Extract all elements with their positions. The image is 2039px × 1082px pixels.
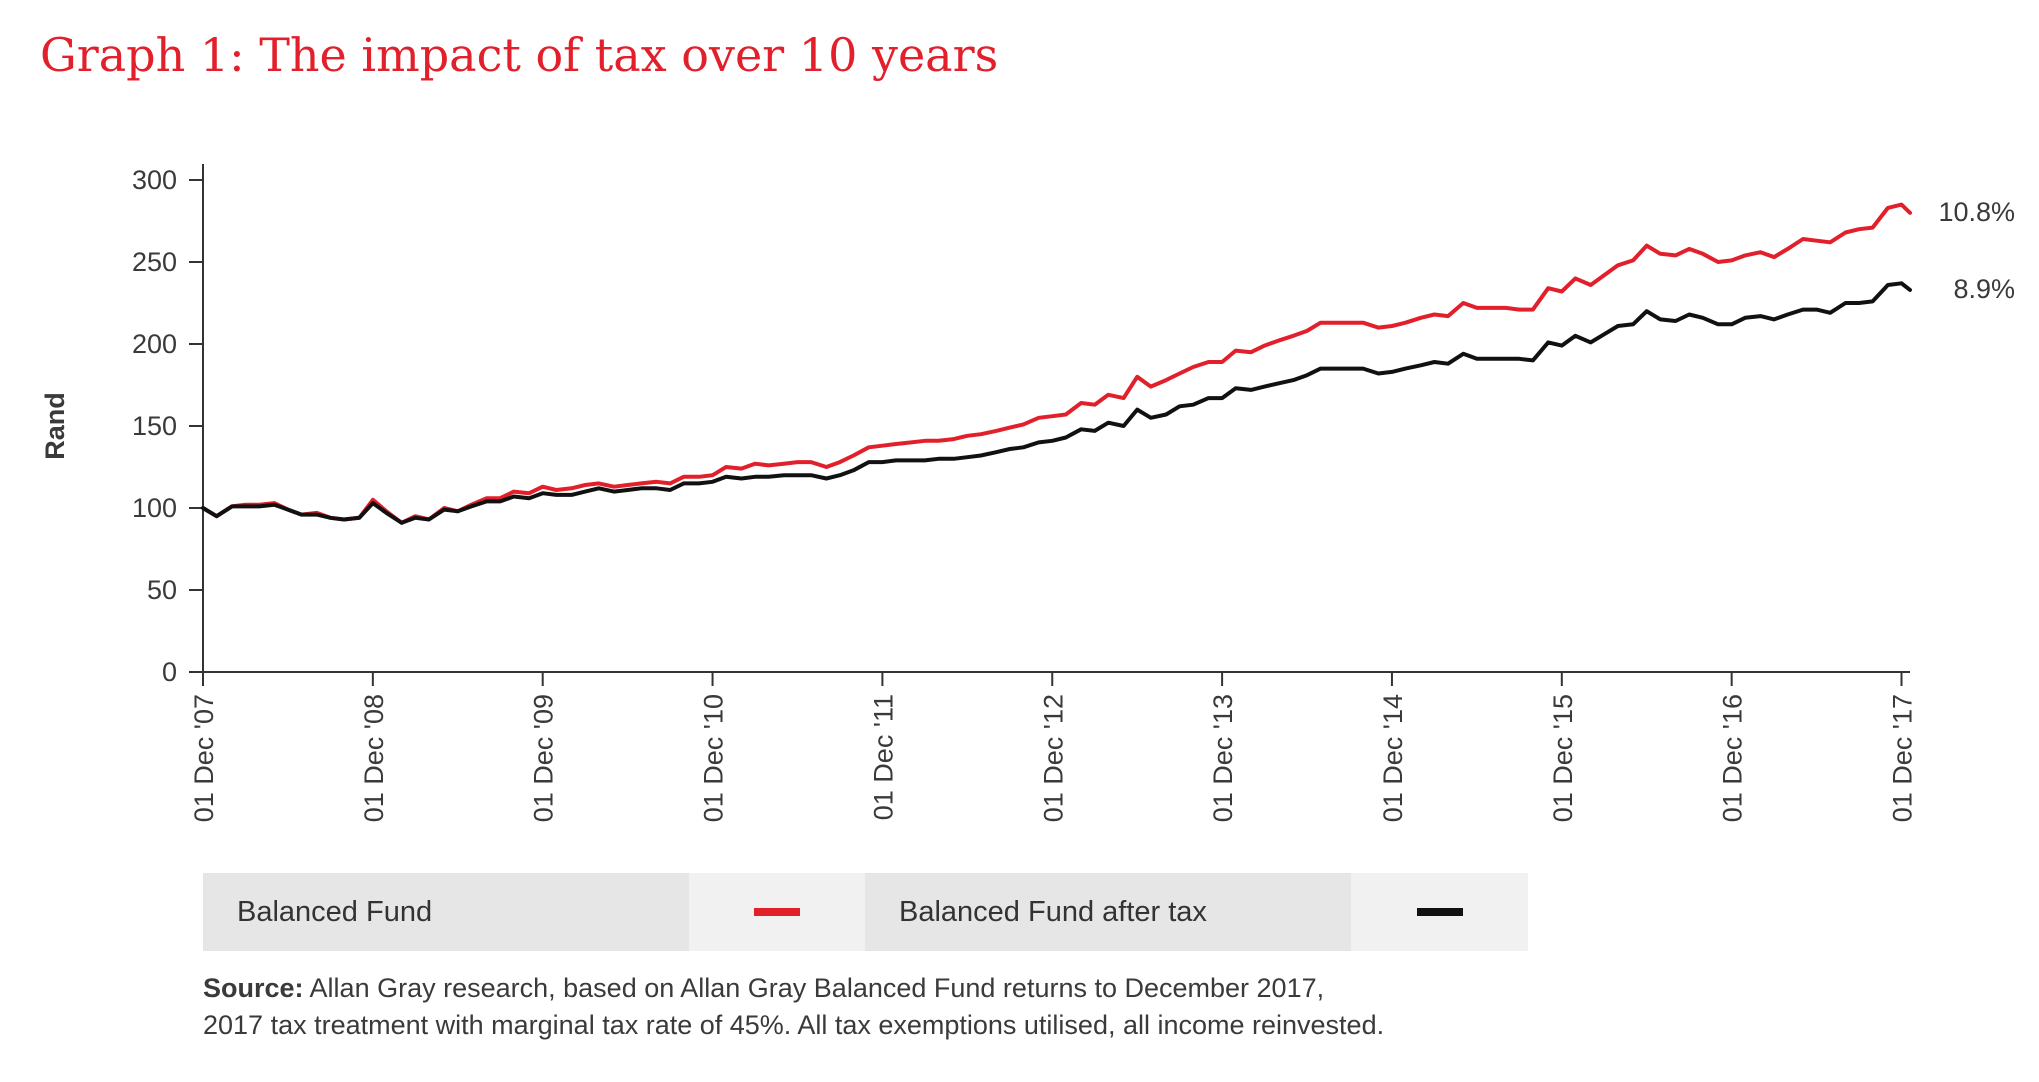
- labels-layer: 0 50 100 150 200 250 300 01 Dec '07 01 Dec '08 01…: [40, 165, 2015, 822]
- line-chart: 0 50 100 150 200 250 300 01 Dec '07 01 Dec '08 01…: [40, 164, 2015, 822]
- legend-swatch-balanced-fund-after-tax: [1416, 908, 1463, 916]
- y-tick-label: 200: [132, 329, 177, 359]
- x-tick-label: 01 Dec '09: [529, 694, 559, 822]
- x-tick-label: 01 Dec '08: [359, 694, 389, 822]
- legend-swatch-cell: [689, 873, 865, 951]
- source-line-1: Allan Gray research, based on Allan Gray…: [303, 973, 1325, 1003]
- y-tick-label: 300: [132, 165, 177, 195]
- x-tick-label: 01 Dec '11: [868, 694, 898, 820]
- legend: Balanced Fund Balanced Fund after tax: [203, 873, 1528, 951]
- y-tick-label: 0: [162, 657, 177, 687]
- end-label-balanced-fund-after-tax: 8.9%: [1953, 274, 2015, 304]
- x-tick-label: 01 Dec '14: [1378, 694, 1408, 822]
- x-tick-label: 01 Dec '10: [699, 694, 729, 822]
- x-tick-label: 01 Dec '16: [1718, 694, 1748, 822]
- x-tick-label: 01 Dec '17: [1888, 694, 1918, 822]
- source-label: Source:: [203, 973, 304, 1003]
- y-tick-label: 50: [147, 575, 177, 605]
- legend-swatch-balanced-fund: [754, 908, 800, 916]
- x-tick-label: 01 Dec '13: [1208, 694, 1238, 822]
- x-tick-label: 01 Dec '15: [1548, 694, 1578, 822]
- series-line-balanced-fund: [201, 202, 1912, 525]
- source-line-2: 2017 tax treatment with marginal tax rat…: [203, 1010, 1385, 1040]
- series-layer: [201, 202, 1912, 525]
- x-tick-label: 01 Dec '07: [189, 694, 219, 822]
- legend-swatch-cell: [1351, 873, 1528, 951]
- series-line-balanced-fund-after-tax: [201, 281, 1912, 525]
- chart-title: Graph 1: The impact of tax over 10 years: [40, 28, 999, 82]
- y-axis-label: Rand: [40, 392, 70, 460]
- legend-label-balanced-fund: Balanced Fund: [203, 873, 689, 951]
- end-label-balanced-fund: 10.8%: [1938, 197, 2015, 227]
- source-note: Source: Allan Gray research, based on Al…: [203, 970, 1384, 1044]
- y-tick-label: 250: [132, 247, 177, 277]
- axes: [189, 164, 1910, 686]
- x-tick-label: 01 Dec '12: [1038, 694, 1068, 822]
- legend-label-balanced-fund-after-tax: Balanced Fund after tax: [865, 873, 1351, 951]
- y-tick-label: 100: [132, 493, 177, 523]
- y-tick-label: 150: [132, 411, 177, 441]
